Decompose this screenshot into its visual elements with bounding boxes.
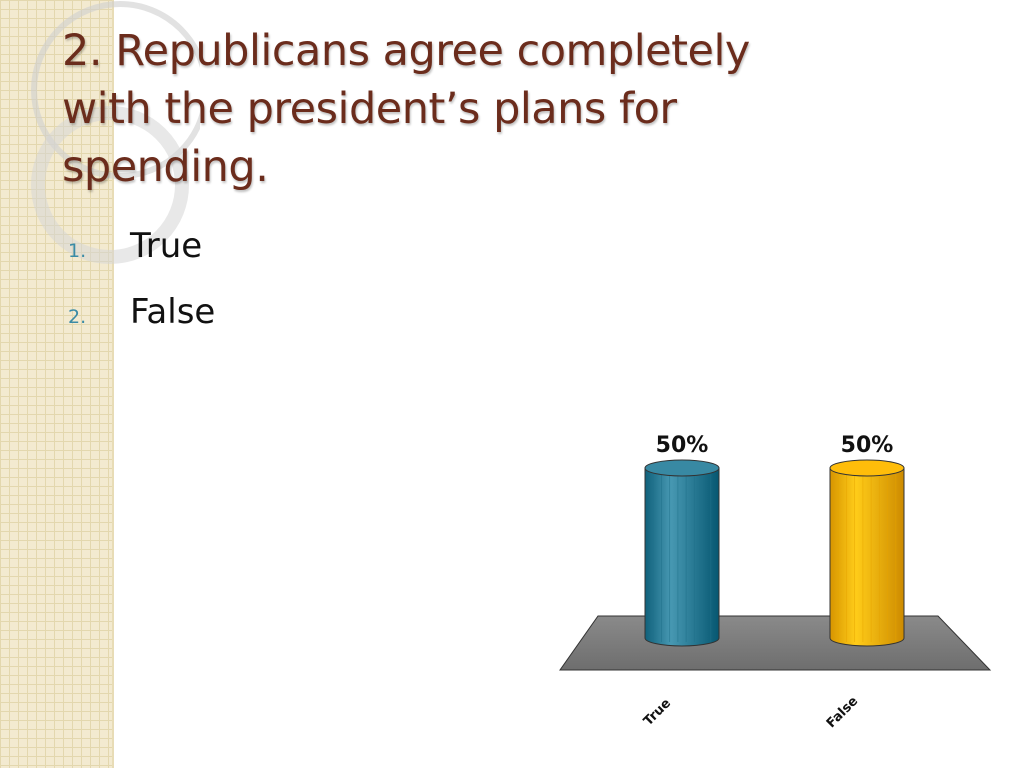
data-label: 50% [656,433,709,458]
answer-option: 1. True [68,226,215,292]
decorative-swirl [31,1,200,264]
chart-floor [559,615,992,671]
answer-options: 1. True 2. False [68,226,215,358]
answer-option: 2. False [68,292,215,358]
x-tick-label: True [641,696,674,729]
option-number: 1. [68,240,87,262]
data-label: 50% [841,433,894,458]
bar-false [829,467,905,647]
slide-title: 2. Republicans agree completely with the… [62,26,750,192]
option-number: 2. [68,306,87,328]
bar-cap [644,459,720,477]
bar-true [644,467,720,647]
bar-cap [829,459,905,477]
bar-chart: 50% True 50% False [559,433,992,732]
option-label: True [130,226,203,266]
x-tick-label: False [824,694,862,732]
option-label: False [130,292,216,332]
